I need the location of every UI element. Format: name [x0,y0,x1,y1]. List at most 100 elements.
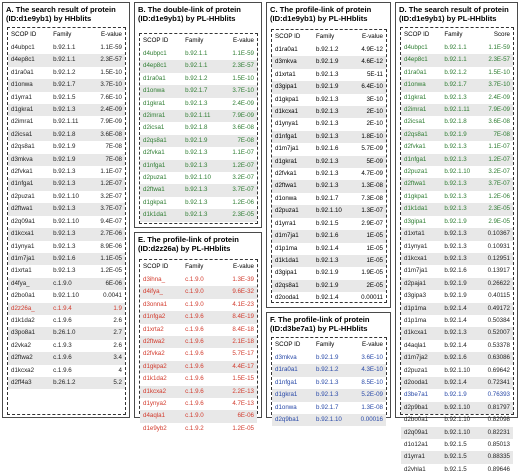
cell-family: b.92.1.9 [316,269,339,277]
cell-evalue: 4.3E-10 [349,364,386,377]
cell-scop-id: d3po8a1 [8,327,51,340]
cell-evalue: 3.6E-08 [232,124,254,132]
cell-evalue: 5.2 [87,376,125,390]
cell-family: b.92.1.3 [313,254,350,268]
cell-family: b.92.1.1 [444,44,467,51]
table-row: d2ooda1 b.92.1.4 0.00011 [272,292,386,304]
cell-family: b.92.1.6 [441,352,478,365]
cell-evalue: 1.5E-10 [488,68,510,76]
cell-evalue: 4.6E-12 [349,56,386,69]
cell-scop-id: d1nfga1 [401,153,442,167]
cell-family: c.1.9.2 [185,424,204,432]
table-row: d3gipa1 b.92.1.9 6.4E-10 [272,81,386,94]
header-evalue: E-value [233,37,254,44]
cell-scop-id: d1gkra1 [404,93,427,101]
cell-scop-id: d1ynya1 [11,242,35,250]
cell-family: b.92.1.8 [444,118,467,126]
cell-evalue: 0.88335 [477,451,513,464]
cell-family: b.92.1.3 [316,120,339,128]
table-row: d3gipa1 b.92.1.9 2.9E-05 [401,216,513,228]
cell-evalue: 1.5E-15 [232,375,254,383]
cell-evalue: 0.69642 [487,366,510,374]
cell-family: b.92.1.8 [185,124,208,132]
cell-family: b.92.1.9 [444,217,467,225]
cell-evalue: 3.7E-07 [87,203,125,216]
cell-evalue: 2.6 [113,341,122,349]
table-row: d1ynya1 b.92.1.3 8.9E-06 [8,241,125,253]
table-row: d1onwa b.92.1.7 1.3E-08 [272,402,386,414]
table-row: d1m7ja1 b.92.1.6 1.1E-05 [8,252,125,266]
cell-scop-id: d2puza1 [143,174,167,182]
cell-family: b.92.1.9 [444,391,467,399]
cell-evalue: 0.10931 [487,242,510,250]
cell-family: b.92.1.3 [185,198,208,206]
table-row: d1gkpa1 b.92.1.3 1.2E-06 [401,191,513,203]
cell-family: c.1.9.0 [185,300,204,308]
table-row: d1m7ja1 b.92.1.6 1E-05 [272,230,386,243]
cell-scop-id: d2vhla1 [404,465,426,473]
table-row: d1ra0a1 b.92.1.2 4.9E-12 [272,44,386,56]
table-row: d1kcxa2 c.1.9.6 4 [8,365,125,377]
cell-evalue: 0.49172 [477,302,513,315]
cell-evalue: 3.7E-07 [477,178,513,191]
header-family: Family [316,341,335,348]
cell-scop-id: d3onna1 [143,300,168,308]
table-row: d1ynya1 b.92.1.3 0.10931 [401,241,513,253]
cell-family: b.92.1.3 [50,104,88,117]
cell-scop-id: d2ftwa2 [140,336,183,349]
table-row: d1gkra1 b.92.1.3 5.2E-09 [272,389,386,402]
table-row: d2imra1 b.92.1.11 7.9E-09 [8,116,125,128]
table-row: d1o12a1 b.92.1.5 0.85013 [401,439,513,451]
cell-scop-id: d4ep8c1 [401,54,442,67]
panel-c-table: SCOP ID Family E-value d1ra0a1 b.92.1.2 4.9E… [272,30,386,305]
header-evalue: E-value [101,31,122,38]
cell-scop-id: d1gkra1 [272,389,314,402]
cell-evalue: 0.10367 [477,228,513,241]
cell-scop-id: d4ubpc1 [143,50,167,57]
table-row: d1onwa b.92.1.7 3.7E-10 [401,79,513,92]
table-row: d1kcxa1 b.92.1.3 2E-10 [272,106,386,119]
cell-scop-id: d2q09a1 [11,217,36,225]
cell-evalue: 2.3E-57 [477,54,513,67]
table-row: d2fvka1 b.92.1.3 4.7E-09 [272,168,386,180]
cell-scop-id: d1m7ja1 [272,230,314,243]
cell-evalue: 2.9E-05 [488,217,510,225]
cell-evalue: 7.3E-08 [361,194,383,202]
cell-evalue: 1.2E-07 [219,159,257,173]
cell-scop-id: d4aqla1 [404,341,427,349]
cell-family: c.1.9.6 [53,366,72,374]
cell-family: b.92.1.4 [441,376,478,390]
cell-scop-id: d2fvka1 [11,168,33,176]
cell-scop-id: d1yrrа1 [11,93,32,101]
table-row: d1gkra1 b.92.1.3 2.4E-09 [401,92,513,104]
table-row: d1k1da1 b.92.1.3 2.3E-05 [140,209,257,222]
cell-scop-id: d1yrra1 [275,219,296,227]
cell-evalue: 8.5E-10 [361,378,383,386]
cell-evalue: 2E-10 [366,120,383,128]
cell-family: c.1.9.6 [182,360,220,374]
cell-evalue: 3.2E-07 [488,168,510,176]
cell-evalue: 2.9E-07 [361,219,383,227]
panel-c-title: C. The profile-link of protein (ID:d1e9y… [270,5,372,24]
cell-scop-id: d2q09a1 [401,426,442,439]
cell-family: c.1.9.3 [53,341,72,349]
cell-evalue: 4.7E-09 [361,170,383,178]
cell-family: b.92.1.3 [53,267,76,275]
table-row: d3onna1 c.1.9.0 4.1E-23 [140,299,257,311]
cell-scop-id: d2ftwa1 [401,178,442,191]
table-row: d2puza1 b.92.1.10 0.69642 [401,365,513,377]
cell-scop-id: d1ra0a1 [275,46,298,53]
cell-scop-id: d1gkpa1 [275,95,299,103]
cell-scop-id: d1gkpa2 [140,360,183,374]
cell-scop-id: d2icsa1 [8,128,51,142]
cell-scop-id: d3ihna_ [143,276,166,283]
table-row: d2icsa1 b.92.1.8 3.6E-08 [8,128,125,142]
cell-family: b.92.1.3 [316,70,339,78]
table-row: d1k1da2 c.1.9.6 1.5E-15 [140,373,257,385]
cell-evalue: 5.7E-17 [232,350,254,358]
table-row: d1m7ja1 b.92.1.6 0.13917 [401,265,513,277]
cell-evalue: 1.5E-10 [232,74,254,82]
cell-evalue: 6.4E-10 [349,81,386,94]
cell-scop-id: d1p1ma [275,244,298,252]
panel-f-table-box: SCOP ID Family E-value d3mkva b.92.1.9 3.6E-… [271,337,387,427]
